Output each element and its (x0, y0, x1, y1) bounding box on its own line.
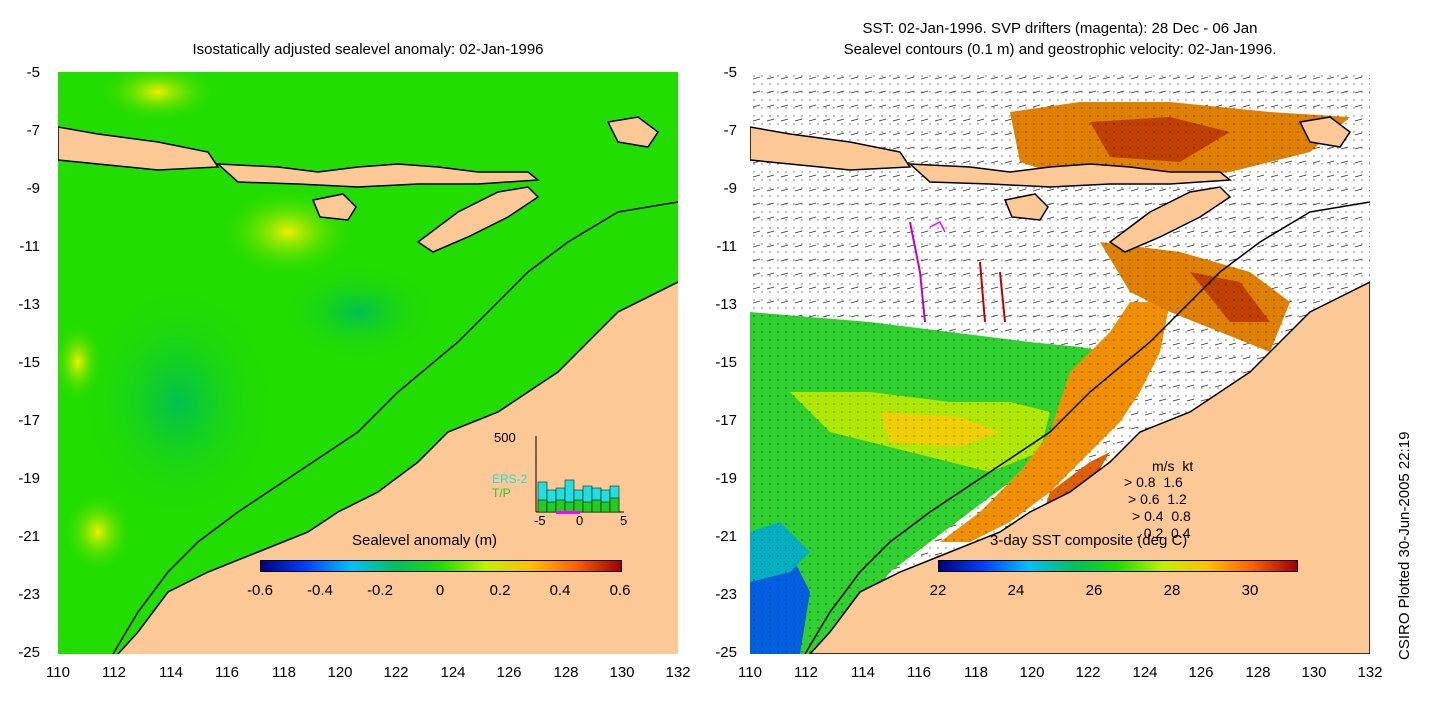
histogram-xtick: -5 (534, 513, 546, 528)
colorbar-tick: 0.2 (489, 582, 511, 599)
y-tick: -25 (715, 644, 737, 661)
x-tick: 118 (272, 664, 296, 681)
velocity-legend-row-text: 0.4 0.8 (1144, 508, 1191, 524)
x-tick: 126 (496, 664, 522, 681)
y-tick: -5 (26, 64, 40, 81)
plot-credit: CSIRO Plotted 30-Jun-2005 22:19 (1396, 431, 1413, 660)
x-tick: 118 (964, 664, 988, 681)
x-tick: 124 (1132, 664, 1158, 681)
colorbar-tick: 28 (1163, 582, 1181, 599)
x-tick: 128 (553, 664, 579, 681)
colorbar-tick: 24 (1007, 582, 1025, 599)
x-tick: 114 (851, 664, 875, 681)
x-tick: 112 (794, 664, 818, 681)
x-tick: 126 (1188, 664, 1214, 681)
y-tick: -17 (715, 412, 737, 429)
y-tick: -15 (715, 354, 737, 371)
y-tick: -7 (723, 122, 737, 139)
left-colorbar-label: Sealevel anomaly (m) (352, 532, 498, 549)
y-tick: -13 (715, 296, 737, 313)
colorbar-tick: 26 (1085, 582, 1103, 599)
y-tick: -5 (723, 64, 737, 81)
y-tick: -17 (18, 412, 40, 429)
y-tick: -11 (19, 238, 40, 255)
y-tick: -23 (715, 586, 737, 603)
histogram-legend-ers2: ERS-2 (492, 472, 528, 486)
velocity-legend-header: m/s kt (1152, 458, 1194, 474)
histogram-bars (535, 436, 624, 514)
right-map (750, 72, 1370, 654)
velocity-legend-row-text: 0.6 1.2 (1140, 491, 1187, 507)
y-tick: -23 (18, 586, 40, 603)
y-tick: -9 (723, 180, 737, 197)
colorbar-tick: -0.2 (367, 582, 393, 599)
right-colorbar-label: 3-day SST composite (deg C) (990, 532, 1188, 549)
left-title: Isostatically adjusted sealevel anomaly:… (192, 41, 544, 58)
colorbar-tick: 0.6 (609, 582, 631, 599)
x-tick: 120 (327, 664, 353, 681)
x-tick: 112 (102, 664, 126, 681)
y-tick: -19 (715, 470, 737, 487)
x-tick: 110 (738, 664, 762, 681)
velocity-legend-row-text: 0.2 0.4 (1143, 525, 1191, 541)
histogram-ymax-label: 500 (494, 430, 516, 445)
x-tick: 130 (609, 664, 635, 681)
y-tick: -7 (26, 122, 40, 139)
x-tick: 128 (1245, 664, 1271, 681)
y-tick: -9 (26, 180, 40, 197)
y-tick: -19 (18, 470, 40, 487)
x-tick: 120 (1019, 664, 1045, 681)
right-colorbar (938, 560, 1298, 572)
left-colorbar (260, 560, 622, 572)
y-tick: -25 (18, 644, 40, 661)
colorbar-tick: 0.4 (549, 582, 571, 599)
histogram-xtick: 0 (576, 513, 584, 528)
y-tick: -21 (18, 528, 40, 545)
right-title-line1: SST: 02-Jan-1996. SVP drifters (magenta)… (862, 20, 1258, 37)
x-tick: 116 (907, 664, 931, 681)
velocity-legend-row: > 0.8 1.6 (1124, 474, 1183, 490)
y-tick: -21 (715, 528, 737, 545)
right-title-line2: Sealevel contours (0.1 m) and geostrophi… (843, 41, 1277, 58)
left-map (58, 72, 678, 654)
x-tick: 132 (1357, 664, 1383, 681)
colorbar-tick: 30 (1241, 582, 1259, 599)
histogram-legend-tp: T/P (492, 486, 511, 500)
velocity-legend-row: . 0.2 0.4 (1136, 525, 1191, 541)
x-tick: 116 (215, 664, 239, 681)
y-tick: -15 (18, 354, 40, 371)
x-tick: 130 (1301, 664, 1327, 681)
y-tick: -11 (716, 238, 737, 255)
x-tick: 110 (46, 664, 70, 681)
histogram-xtick: 5 (620, 513, 628, 528)
x-tick: 114 (159, 664, 183, 681)
colorbar-tick: 0 (435, 582, 445, 599)
velocity-legend-row: > 0.4 0.8 (1132, 508, 1191, 524)
x-tick: 122 (1075, 664, 1101, 681)
colorbar-tick: -0.4 (307, 582, 333, 599)
colorbar-tick: 22 (929, 582, 947, 599)
colorbar-tick: -0.6 (247, 582, 273, 599)
x-tick: 122 (383, 664, 409, 681)
x-tick: 132 (665, 664, 691, 681)
x-tick: 124 (440, 664, 466, 681)
velocity-legend-row-text: 0.8 1.6 (1136, 474, 1183, 490)
y-tick: -13 (18, 296, 40, 313)
velocity-legend-row: > 0.6 1.2 (1128, 491, 1187, 507)
